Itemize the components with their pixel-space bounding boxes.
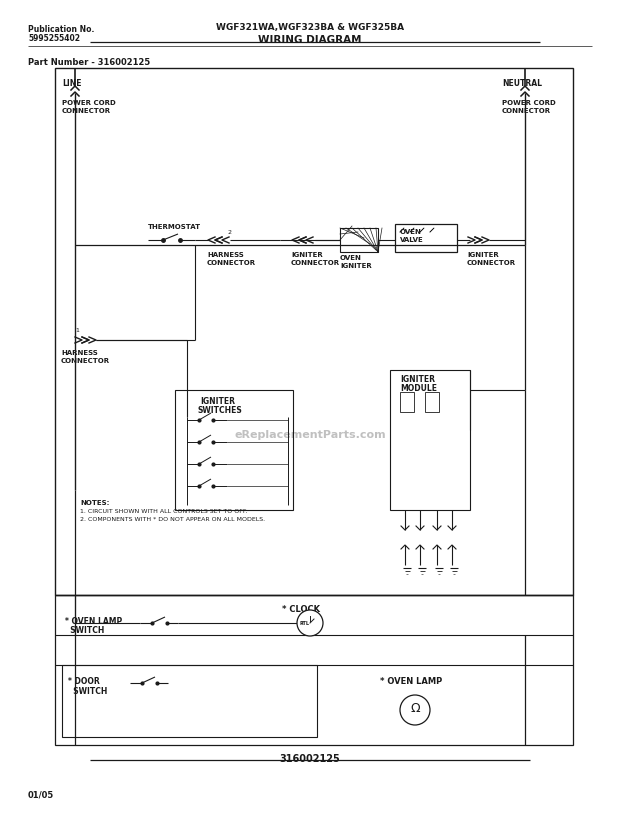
Bar xyxy=(175,390,293,510)
Text: RTL: RTL xyxy=(299,621,309,626)
Text: * DOOR: * DOOR xyxy=(68,677,100,686)
Circle shape xyxy=(297,610,323,636)
Text: CONNECTOR: CONNECTOR xyxy=(61,358,110,364)
Text: SWITCHES: SWITCHES xyxy=(197,406,242,415)
Text: CONNECTOR: CONNECTOR xyxy=(502,108,551,114)
Text: * CLOCK: * CLOCK xyxy=(282,605,320,614)
Text: * OVEN LAMP: * OVEN LAMP xyxy=(65,617,122,626)
Text: SWITCH: SWITCH xyxy=(68,687,107,696)
Bar xyxy=(395,224,457,252)
Text: 5995255402: 5995255402 xyxy=(28,34,80,43)
Text: POWER CORD: POWER CORD xyxy=(502,100,556,106)
Bar xyxy=(400,392,414,412)
Circle shape xyxy=(400,695,430,725)
Text: 1. CIRCUIT SHOWN WITH ALL CONTROLS SET TO OFF.: 1. CIRCUIT SHOWN WITH ALL CONTROLS SET T… xyxy=(80,509,247,514)
Text: POWER CORD: POWER CORD xyxy=(62,100,116,106)
Text: THERMOSTAT: THERMOSTAT xyxy=(148,224,201,230)
Text: OVEN: OVEN xyxy=(340,255,362,261)
Text: Part Number - 316002125: Part Number - 316002125 xyxy=(28,58,150,67)
Text: NOTES:: NOTES: xyxy=(80,500,109,506)
Text: CONNECTOR: CONNECTOR xyxy=(62,108,111,114)
Text: 2. COMPONENTS WITH * DO NOT APPEAR ON ALL MODELS.: 2. COMPONENTS WITH * DO NOT APPEAR ON AL… xyxy=(80,517,265,522)
Bar xyxy=(62,665,317,737)
Bar xyxy=(55,68,573,595)
Bar xyxy=(55,595,573,745)
Text: LINE: LINE xyxy=(62,79,81,88)
Text: CONNECTOR: CONNECTOR xyxy=(291,260,340,266)
Text: eReplacementParts.com: eReplacementParts.com xyxy=(234,430,386,440)
Text: MODULE: MODULE xyxy=(400,384,437,393)
Text: CONNECTOR: CONNECTOR xyxy=(207,260,256,266)
Text: IGNITER: IGNITER xyxy=(200,397,235,406)
Text: IGNITER: IGNITER xyxy=(340,263,372,269)
Bar xyxy=(390,370,470,510)
Text: 2: 2 xyxy=(228,230,232,235)
Text: IGNITER: IGNITER xyxy=(291,252,323,258)
Text: Ω: Ω xyxy=(410,701,420,714)
Text: 316002125: 316002125 xyxy=(280,754,340,764)
Text: WGF321WA,WGF323BA & WGF325BA: WGF321WA,WGF323BA & WGF325BA xyxy=(216,23,404,32)
Text: IGNITER: IGNITER xyxy=(400,375,435,384)
Text: SWITCH: SWITCH xyxy=(65,626,104,635)
Text: HARNESS: HARNESS xyxy=(207,252,244,258)
Text: Publication No.: Publication No. xyxy=(28,25,94,34)
Bar xyxy=(340,228,378,252)
Text: OVEN: OVEN xyxy=(400,229,422,235)
Text: 01/05: 01/05 xyxy=(28,790,55,799)
Text: * OVEN LAMP: * OVEN LAMP xyxy=(380,677,442,686)
Text: HARNESS: HARNESS xyxy=(61,350,98,356)
Text: VALVE: VALVE xyxy=(400,237,423,243)
Text: NEUTRAL: NEUTRAL xyxy=(502,79,542,88)
Bar xyxy=(425,392,439,412)
Text: IGNITER: IGNITER xyxy=(467,252,498,258)
Text: CONNECTOR: CONNECTOR xyxy=(467,260,516,266)
Text: 1: 1 xyxy=(75,328,79,333)
Text: WIRING DIAGRAM: WIRING DIAGRAM xyxy=(259,35,361,45)
